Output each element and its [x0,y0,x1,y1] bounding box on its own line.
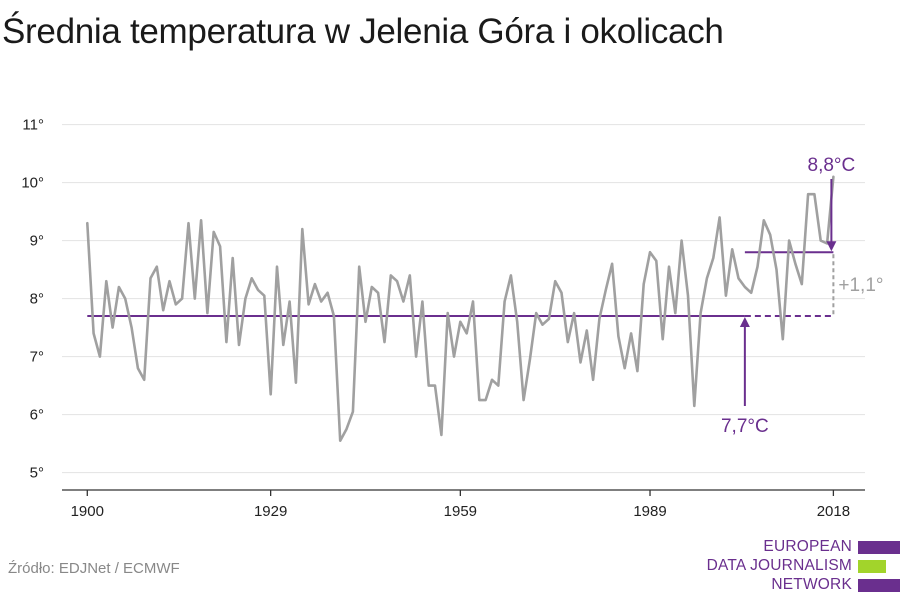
y-tick-label-9: 9° [30,233,44,250]
arrow-head-recent [826,241,837,252]
edjnet-logo: EUROPEAN DATA JOURNALISM NETWORK [700,538,900,598]
y-tick-label-7: 7° [30,349,44,366]
label-difference: +1,1° [838,275,883,296]
chart-title: Średnia temperatura w Jelenia Góra i oko… [2,12,724,51]
reference-lines [87,251,834,317]
label-recent-value: 8,8°C [808,155,856,176]
x-axis: 1900 1929 1959 1989 2018 [62,489,865,520]
y-tick-label-11: 11° [22,117,44,134]
arrow-head-baseline [739,317,750,327]
series-group [86,175,835,443]
x-tick-label-1959: 1959 [444,503,477,520]
y-tick-label-6: 6° [30,407,44,424]
x-tick-label-1900: 1900 [71,503,104,520]
annotations: 7,7°C 8,8°C +1,1° [721,155,883,437]
x-tick-label-1989: 1989 [633,503,666,520]
x-tick-label-1929: 1929 [254,503,287,520]
logo-line-3: NETWORK [771,576,852,593]
y-tick-label-10: 10° [21,175,44,192]
logo-bar-green [858,560,886,573]
source-note: Źródło: EDJNet / ECMWF [8,560,180,577]
series-line-0 [86,175,835,443]
label-baseline-value: 7,7°C [721,416,769,437]
y-tick-label-8: 8° [30,291,44,308]
logo-line-1: EUROPEAN [763,538,852,555]
y-tick-label-5: 5° [30,465,44,482]
logo-line-2: DATA JOURNALISM [706,557,852,574]
logo-bar-purple-bottom [858,579,900,592]
x-tick-label-2018: 2018 [817,503,850,520]
logo-bar-purple-top [858,541,900,554]
y-axis-labels: 5° 6° 7° 8° 9° 10° 11° [21,117,44,482]
